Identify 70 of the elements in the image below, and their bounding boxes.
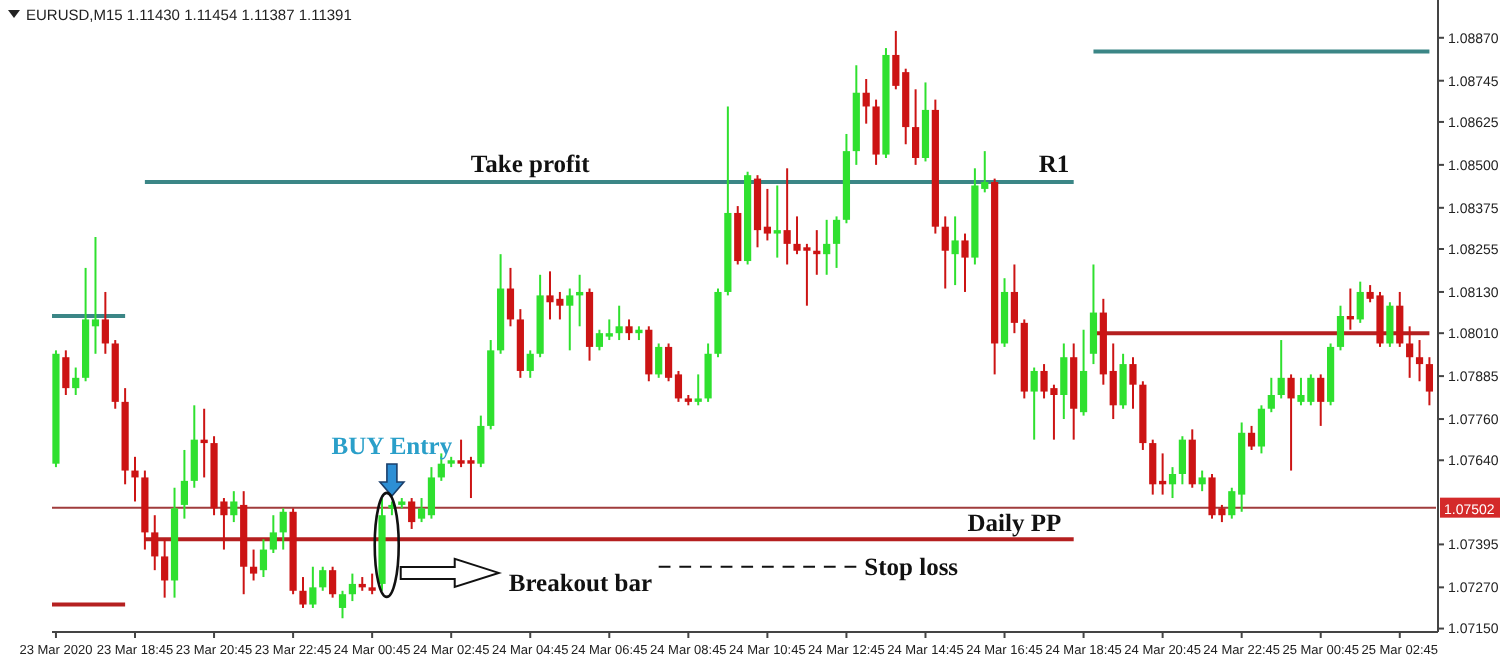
candlestick [269,514,277,554]
candlestick [1406,325,1414,379]
candlestick [368,572,376,596]
candlestick [299,576,307,609]
candlestick [1267,376,1275,414]
candlestick [1415,339,1424,383]
annotation: Daily PP [967,509,1062,538]
candlestick [832,215,841,269]
candlestick [645,325,653,383]
candlestick [131,455,139,503]
candlestick [773,184,781,259]
candlestick [190,404,198,489]
candlestick [180,448,189,520]
candlestick [941,215,949,290]
candlestick [329,565,337,599]
candlestick [62,349,70,396]
candlestick [1188,428,1196,489]
candlestick [615,304,623,342]
candlestick [1396,290,1404,348]
candlestick [951,215,959,287]
candlestick [230,490,238,524]
candlestick [1247,424,1256,451]
candlestick [1060,342,1068,421]
candlestick [704,342,712,403]
candlestick [506,266,515,328]
candlestick [338,589,347,620]
candlestick [348,572,356,603]
candlestick [1178,435,1186,486]
candlestick [1010,263,1019,335]
candlestick [1356,280,1364,324]
candlestick [72,366,80,396]
candlestick [161,538,169,599]
candlestick [1030,366,1038,441]
candlestick [862,78,870,125]
candlestick [1079,328,1088,417]
annotation: Breakout bar [508,568,653,597]
candlestick [101,290,109,355]
annotation: Stop loss [864,552,959,581]
candlestick [912,88,920,166]
candlestick [783,167,791,266]
candlestick [1287,373,1295,472]
candlestick [319,565,327,592]
candlestick [625,318,633,342]
candlestick [259,538,268,579]
candlestick [249,548,258,582]
candlestick [566,287,574,352]
candlestick [1257,404,1266,455]
annotation: R1 [1038,150,1070,179]
candlestick [823,218,831,276]
candlestick [1386,301,1394,348]
candlestick [279,507,287,551]
candlestick [694,373,702,407]
candlestick [526,349,534,379]
candlestick [477,414,485,469]
candlestick [309,565,317,609]
candlestick [961,232,969,293]
candlestick [1317,373,1325,427]
candlestick [1129,356,1137,410]
annotation: BUY Entry [331,432,454,461]
candlestick [408,497,416,530]
candlestick [1336,304,1345,352]
candlestick [1089,263,1098,366]
candlestick [1425,356,1434,407]
candlestick [1168,466,1177,500]
candlestick [1198,469,1206,493]
candlestick [655,342,663,379]
candlestick [1277,339,1285,400]
candlestick [1119,352,1127,410]
annotation: Take profit [470,150,592,179]
candlestick [151,514,159,572]
